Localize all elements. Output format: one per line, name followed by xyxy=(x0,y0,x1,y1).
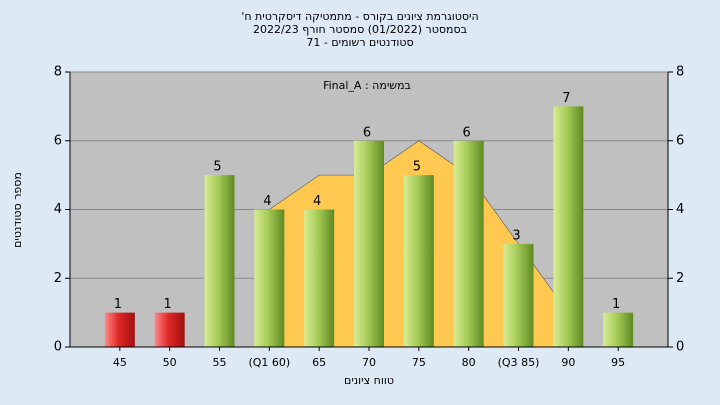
data-label: 3 xyxy=(512,228,520,243)
bar xyxy=(104,312,135,347)
x-axis-label: טווח ציונים xyxy=(344,374,394,387)
chart-title: 'היסטוגרמת ציונים בקורס - מתמטיקה דיסקרט… xyxy=(241,10,478,23)
y-axis-label: מספר סטודנטים xyxy=(11,172,24,248)
data-label: 1 xyxy=(164,297,172,312)
x-tick-label: 50 xyxy=(163,356,177,369)
bar xyxy=(354,140,384,347)
y-tick-label: 6 xyxy=(54,133,62,148)
chart-subtitle: סטודנטים רשומים - 71 xyxy=(306,36,413,49)
x-tick-label: 75 xyxy=(412,356,426,369)
y2-tick-label: 2 xyxy=(676,271,684,286)
x-tick-label: (Q3 85) xyxy=(498,356,540,369)
bar xyxy=(154,312,185,347)
y-tick-label: 2 xyxy=(54,271,62,286)
bar xyxy=(453,140,484,347)
data-label: 6 xyxy=(463,125,471,140)
y2-tick-label: 8 xyxy=(676,65,684,80)
x-tick-label: 55 xyxy=(213,356,227,369)
x-tick-label: 90 xyxy=(561,356,575,369)
bar xyxy=(403,175,434,347)
y2-tick-label: 0 xyxy=(676,340,684,355)
bar xyxy=(503,243,534,347)
x-tick-label: 80 xyxy=(462,356,476,369)
bar xyxy=(204,175,235,347)
data-label: 1 xyxy=(114,297,122,312)
data-label: 1 xyxy=(612,297,620,312)
x-tick-label: 45 xyxy=(113,356,127,369)
data-label: 6 xyxy=(363,125,371,140)
data-label: 4 xyxy=(313,194,321,209)
y2-tick-label: 6 xyxy=(676,133,684,148)
data-label: 7 xyxy=(562,91,570,106)
data-label: 5 xyxy=(413,160,421,175)
data-label: 5 xyxy=(213,160,221,175)
y-tick-label: 0 xyxy=(54,340,62,355)
x-tick-label: (Q1 60) xyxy=(248,356,290,369)
bar xyxy=(553,106,584,347)
y-tick-label: 4 xyxy=(54,202,62,217)
x-tick-label: 65 xyxy=(312,356,326,369)
bar xyxy=(603,312,634,347)
data-label: 4 xyxy=(263,194,271,209)
bar xyxy=(254,209,285,347)
x-tick-label: 70 xyxy=(362,356,376,369)
bar xyxy=(304,209,335,347)
y-tick-label: 8 xyxy=(54,65,62,80)
y2-tick-label: 4 xyxy=(676,202,684,217)
x-tick-label: 95 xyxy=(611,356,625,369)
annotation: Final_A : במשימה xyxy=(323,79,411,92)
chart-subtitle: בסמסטר (01/2022) סמסטר חורף 2022/23 xyxy=(253,23,467,36)
